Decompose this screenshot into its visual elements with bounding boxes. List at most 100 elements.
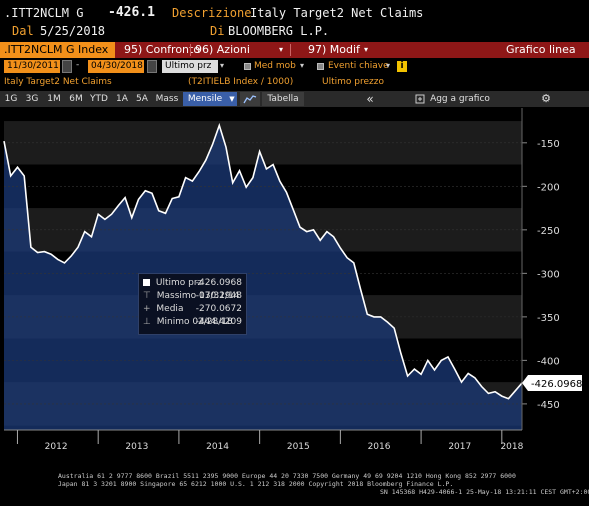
x-axis: 2012 2013 2014 2015 2016 2017 2018 (4, 429, 524, 452)
last-value-flag (522, 375, 582, 392)
period-max[interactable]: Mass (155, 94, 179, 104)
y-tick-label: -200 (537, 182, 560, 193)
period-3g[interactable]: 3G (25, 94, 39, 104)
x-tick-label: 2018 (500, 442, 523, 452)
legend-swatch (143, 279, 150, 286)
description-value: Italy Target2 Net Claims (250, 6, 424, 20)
x-tick-label: 2017 (448, 442, 471, 452)
azioni-dropdown-icon[interactable]: ▾ (279, 45, 284, 54)
legend-value: -444.4209 (195, 317, 242, 327)
date-dash: - (76, 60, 80, 70)
mean-marker-icon: + (143, 304, 151, 314)
legend-row-last: Ultimo prz -426.0968 (143, 277, 242, 289)
table-button[interactable]: Tabella (262, 92, 304, 106)
legend-value: -270.0672 (195, 304, 242, 314)
y-tick-label: -450 (537, 400, 560, 411)
eventi-checkbox[interactable] (317, 63, 324, 70)
series-line (3, 122, 523, 400)
legend-label: Minimo 02/28/18 (156, 317, 233, 327)
header: .ITT2NCLM G -426.1 Descrizione Italy Tar… (0, 0, 589, 42)
y-tick-label: -350 (537, 313, 560, 324)
x-tick-label: 2012 (45, 442, 68, 452)
modif-menu[interactable]: 97) Modif (308, 43, 360, 56)
legend-label: Massimo 07/31/14 (156, 291, 240, 301)
gear-icon[interactable]: ⚙ (541, 92, 551, 105)
eventi-label: Eventi chiave (328, 61, 389, 71)
menu-bar: .ITT2NCLM G Index 95) Confronto 96) Azio… (0, 42, 589, 58)
line-chart-glyph (243, 95, 257, 104)
y-tick-label: -300 (537, 269, 560, 280)
legend-row-max: ⊤ Massimo 07/31/14 -130.2948 (143, 290, 242, 302)
chevron-down-icon[interactable]: ▾ (386, 61, 391, 70)
date-controls: 11/30/2011 - 04/30/2018 Ultimo prz ▾ Med… (0, 59, 589, 75)
source-prefix: Di (210, 24, 225, 38)
grid-band (4, 121, 522, 165)
index-tab[interactable]: .ITT2NCLM G Index (0, 42, 115, 58)
x-tick-label: 2014 (206, 442, 229, 452)
med-mob-label: Med mob (254, 61, 296, 71)
info-icon[interactable]: i (397, 61, 407, 72)
ticker: .ITT2NCLM G (4, 6, 84, 20)
legend[interactable]: Ultimo prz -426.0968 ⊤ Massimo 07/31/14 … (138, 273, 247, 335)
footer: Australia 61 2 9777 8600 Brazil 5511 239… (0, 470, 589, 506)
start-date-field[interactable]: 11/30/2011 (4, 60, 60, 73)
chevron-down-icon[interactable]: ▾ (300, 61, 305, 70)
date-value: 5/25/2018 (40, 24, 106, 38)
confronto-menu[interactable]: 95) Confronto (124, 43, 201, 56)
modif-dropdown-icon[interactable]: ▾ (364, 45, 369, 54)
y-tick-label: -150 (537, 139, 560, 150)
y-tick-label: -400 (537, 356, 560, 367)
min-marker-icon: ⊥ (143, 317, 151, 327)
line-chart-icon[interactable] (240, 92, 260, 106)
period-6m[interactable]: 6M (69, 94, 83, 104)
series-name: Italy Target2 Net Claims (4, 77, 112, 87)
series-last-label: Ultimo prezzo (322, 77, 384, 87)
menu-separator (190, 44, 191, 56)
field-select[interactable]: Ultimo prz (162, 60, 218, 73)
last-value-label: -426.0968 (522, 375, 582, 392)
legend-row-min: ⊥ Minimo 02/28/18 -444.4209 (143, 316, 242, 328)
end-date-field[interactable]: 04/30/2018 (88, 60, 144, 73)
add-chart-glyph (415, 94, 425, 104)
legend-row-mean: + Media -270.0672 (143, 303, 242, 315)
period-1g[interactable]: 1G (4, 94, 18, 104)
footer-line-1: Australia 61 2 9777 8600 Brazil 5511 239… (58, 472, 516, 480)
chart-type-label[interactable]: Grafico linea (506, 43, 576, 56)
max-marker-icon: ⊤ (143, 291, 151, 301)
footer-line-2: Japan 81 3 3201 8900 Singapore 65 6212 1… (58, 480, 454, 488)
calendar-icon[interactable] (62, 60, 72, 73)
chevron-down-icon[interactable]: ▾ (220, 61, 225, 70)
series-info: Italy Target2 Net Claims (T2ITIELB Index… (0, 76, 589, 89)
collapse-button[interactable]: « (366, 92, 374, 106)
series-formula: (T2ITIELB Index / 1000) (188, 77, 294, 87)
x-tick-label: 2015 (287, 442, 310, 452)
add-chart-icon[interactable] (414, 92, 426, 106)
legend-value: -130.2948 (195, 291, 242, 301)
date-prefix: Dal (12, 24, 34, 38)
source-value: BLOOMBERG L.P. (228, 24, 330, 38)
x-tick-label: 2016 (368, 442, 391, 452)
frequency-select[interactable]: Mensile (183, 92, 227, 106)
x-tick-label: 2013 (125, 442, 148, 452)
chart-svg[interactable]: -150-200-250-300-350-400-450 2012 2013 201… (0, 108, 589, 470)
legend-label: Ultimo prz (155, 278, 203, 288)
legend-label: Media (156, 304, 184, 314)
period-1a[interactable]: 1A (116, 94, 128, 104)
med-mob-checkbox[interactable] (244, 63, 251, 70)
footer-line-3: SN 145368 H429-4066-1 25-May-18 13:21:11… (380, 488, 589, 496)
header-value: -426.1 (108, 5, 155, 20)
period-ytd[interactable]: YTD (90, 94, 108, 104)
chart-toolbar: 1G 3G 1M 6M YTD 1A 5A Mass Mensile ▼ Tab… (0, 91, 589, 107)
legend-value: -426.0968 (195, 278, 242, 288)
y-axis: -150 -200 -250 -300 -350 -400 -450 (521, 108, 560, 430)
period-5a[interactable]: 5A (136, 94, 148, 104)
description-label: Descrizione (172, 6, 252, 20)
y-tick-label: -250 (537, 226, 560, 237)
period-1m[interactable]: 1M (47, 94, 61, 104)
azioni-menu[interactable]: 96) Azioni (195, 43, 250, 56)
calendar-icon[interactable] (147, 60, 157, 73)
menu-separator (290, 44, 291, 56)
chart-area[interactable]: -150 -200 -250 -300 -350 -400 -450 2012 2013 201… (0, 108, 589, 470)
chevron-down-icon[interactable]: ▼ (227, 92, 237, 106)
add-to-chart-button[interactable]: Agg a grafico (430, 94, 490, 104)
